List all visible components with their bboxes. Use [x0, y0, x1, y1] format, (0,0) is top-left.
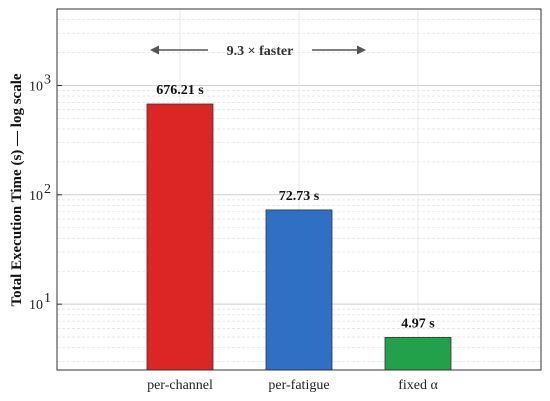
annotation-text: 9.3 × faster — [227, 44, 294, 59]
value-label-3: 4.97 s — [401, 316, 435, 331]
y-axis-title: Total Execution Time (s) — log scale — [9, 73, 25, 306]
annotation-arrowhead-right — [357, 45, 366, 55]
plot-frame — [56, 8, 542, 371]
y-tick-label-2: 10 — [29, 189, 43, 204]
y-tick-exponent-2: 2 — [44, 182, 51, 197]
y-tick-label-1: 10 — [29, 298, 43, 313]
value-label-1: 676.21 s — [156, 83, 204, 98]
y-tick-exponent-1: 1 — [44, 291, 51, 306]
category-label-1: per-channel — [147, 378, 213, 393]
y-tick-label-3: 10 — [29, 79, 43, 94]
annotation-arrowhead-left — [150, 45, 159, 55]
bar-3 — [384, 336, 452, 371]
bar-2 — [265, 209, 333, 371]
bars — [146, 103, 452, 371]
y-tick-exponent-3: 3 — [44, 72, 51, 87]
category-label-2: per-fatigue — [268, 378, 329, 393]
value-labels: 676.21 s 72.73 s 4.97 s — [156, 83, 435, 331]
value-label-2: 72.73 s — [279, 189, 320, 204]
category-label-3: fixed α — [398, 378, 438, 393]
x-axis-categories: per-channel per-fatigue fixed α — [147, 378, 438, 393]
annotation: 9.3 × faster — [150, 44, 366, 59]
bar-1 — [146, 103, 214, 371]
